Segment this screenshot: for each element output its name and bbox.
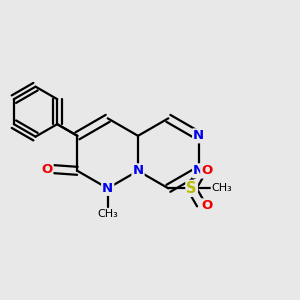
Text: N: N (193, 164, 204, 177)
Text: N: N (193, 129, 204, 142)
Text: O: O (41, 163, 52, 176)
Text: S: S (186, 181, 197, 196)
Text: CH₃: CH₃ (211, 183, 232, 193)
Text: N: N (102, 182, 113, 195)
Text: N: N (133, 164, 144, 177)
Text: O: O (201, 200, 212, 212)
Text: O: O (201, 164, 212, 177)
Text: CH₃: CH₃ (97, 209, 118, 219)
